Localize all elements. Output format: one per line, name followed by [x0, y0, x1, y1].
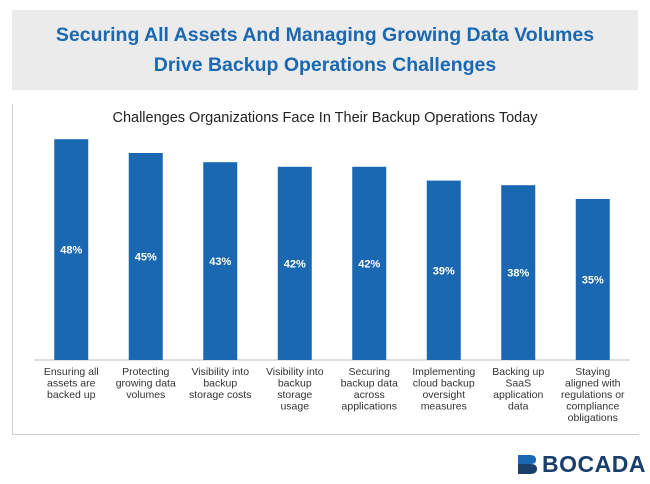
data-label-4: 42% [284, 258, 306, 270]
bar-3 [203, 162, 238, 360]
page-title: Securing All Assets And Managing Growing… [55, 24, 595, 76]
x-tick-label-2: Protecting growing data volumes [116, 366, 176, 401]
data-label-8: 35% [582, 275, 604, 287]
x-tick-label-7: Backing up SaaS application data [492, 366, 544, 413]
bocada-logo: BOCADA [516, 452, 646, 476]
bars-group: 48% 45% 43% 42% 42% 39% 38% 35% [54, 139, 610, 360]
bar-8 [575, 199, 610, 360]
x-tick-label-1: Ensuring all assets are backed up [44, 366, 99, 401]
logo-text: BOCADA [542, 451, 646, 477]
x-tick-label-6: Implementing cloud backup oversight measure… [412, 366, 475, 413]
bocada-logo-mark-icon [518, 455, 537, 474]
chart-frame [12, 104, 639, 435]
bar-1 [54, 139, 89, 360]
title-banner: Securing All Assets And Managing Growing… [12, 10, 638, 90]
x-tick-labels: Ensuring all assets are backed up Protectin… [44, 366, 625, 424]
data-label-2: 45% [135, 252, 157, 264]
data-label-7: 38% [507, 268, 529, 280]
bar-6 [426, 180, 461, 360]
bar-7 [501, 185, 536, 360]
data-label-5: 42% [358, 258, 380, 270]
bar-4 [277, 166, 312, 360]
bar-5 [352, 166, 387, 360]
x-tick-label-5: Securing backup data across applications [341, 366, 398, 413]
chart-title: Challenges Organizations Face In Their B… [112, 110, 538, 126]
x-tick-label-4: Visibility into backup storage usage [266, 366, 324, 413]
data-label-3: 43% [209, 256, 231, 268]
bar-chart: Challenges Organizations Face In Their B… [34, 110, 630, 424]
data-label-6: 39% [433, 265, 455, 277]
x-tick-label-3: Visibility into backup storage costs [189, 366, 251, 401]
bar-2 [128, 153, 163, 360]
data-label-1: 48% [60, 245, 82, 257]
x-tick-label-8: Staying aligned with regulations or complia… [561, 366, 625, 424]
